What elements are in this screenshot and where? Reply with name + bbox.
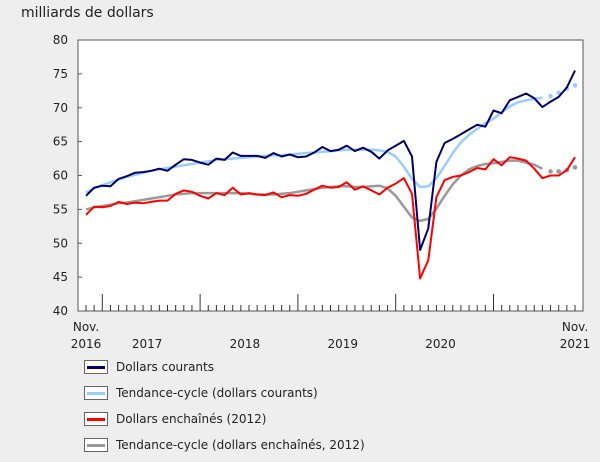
- y-tick-label: 75: [53, 67, 68, 81]
- series-dollars-enchai-ne-s-2012-line: [85, 156, 576, 280]
- x-tick-label: Nov.: [562, 320, 588, 334]
- legend-item-dollars-courants: Dollars courants: [84, 360, 214, 374]
- legend-label: Dollars courants: [116, 360, 214, 374]
- y-tick-label: 60: [53, 169, 68, 183]
- y-axis-label: milliards de dollars: [21, 5, 154, 21]
- series-tendance-cycle-dollars-enchai-ne-s-2012-projected-point: [572, 165, 578, 170]
- legend-label: Dollars enchaînés (2012): [116, 412, 267, 426]
- legend-item-tendance-enchaines: Tendance-cycle (dollars enchaînés, 2012): [84, 438, 365, 452]
- x-tick-label: Nov.: [73, 320, 99, 334]
- series-tendance-cycle-dollars-enchai-ne-s-2012-projected-point: [548, 169, 553, 174]
- legend-label: Tendance-cycle (dollars enchaînés, 2012): [116, 438, 365, 452]
- y-tick-label: 70: [53, 101, 68, 115]
- x-tick-label: 2021: [560, 337, 591, 351]
- legend-item-tendance-courants: Tendance-cycle (dollars courants): [84, 386, 318, 400]
- series-tendance-cycle-dollars-courants-projected-point: [572, 83, 578, 88]
- x-tick-label: 2020: [425, 337, 456, 351]
- y-tick-label: 80: [53, 33, 68, 47]
- series-tendance-cycle-dollars-courants-projected-point: [548, 93, 553, 99]
- series-tendance-cycle-dollars-enchai-ne-s-2012-projected-point: [556, 169, 561, 174]
- y-tick-label: 65: [53, 135, 68, 149]
- legend-swatch: [84, 438, 108, 452]
- plot-area: [77, 39, 584, 312]
- x-tick-label: 2017: [132, 337, 163, 351]
- y-tick-label: 45: [53, 270, 68, 284]
- series-dollars-courants-line: [85, 70, 576, 251]
- y-tick-label: 40: [53, 304, 68, 318]
- legend-item-dollars-enchaines: Dollars enchaînés (2012): [84, 412, 266, 426]
- y-tick-label: 55: [53, 202, 68, 216]
- x-tick-label: 2016: [71, 337, 102, 351]
- legend-swatch: [84, 412, 108, 426]
- x-tick-label: 2018: [230, 337, 261, 351]
- series-tendance-cycle-dollars-courants-projected-point: [556, 90, 561, 96]
- legend-label: Tendance-cycle (dollars courants): [116, 386, 318, 400]
- legend-swatch: [84, 360, 108, 374]
- legend-swatch: [84, 386, 108, 400]
- x-tick-label: 2019: [327, 337, 358, 351]
- y-tick-label: 50: [53, 236, 68, 250]
